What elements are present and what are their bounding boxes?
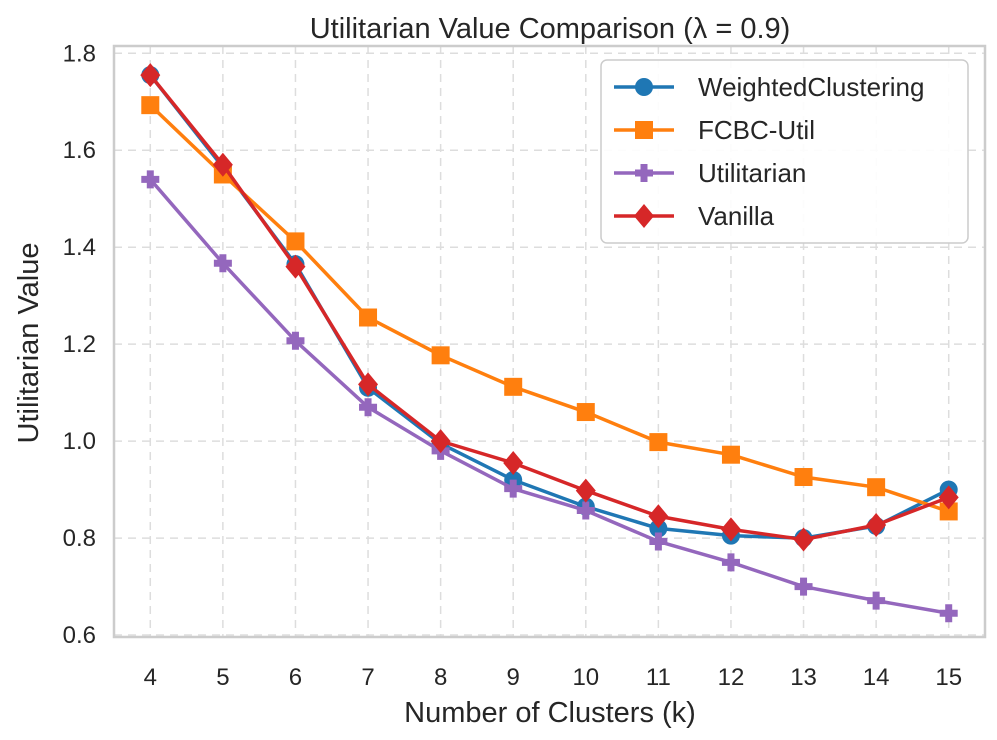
x-axis-title: Number of Clusters (k) xyxy=(404,697,696,729)
data-point-fcbc-util xyxy=(576,403,595,422)
legend: WeightedClustering FCBC-Util Utilitarian Va… xyxy=(600,59,969,244)
x-tick-label: 5 xyxy=(216,664,229,691)
legend-item-vanilla: Vanilla xyxy=(614,201,775,231)
series-line-utilitarian xyxy=(148,178,950,615)
data-point-vanilla xyxy=(430,429,451,454)
legend-marker-utilitarian xyxy=(635,164,653,182)
x-tick-label: 8 xyxy=(434,664,447,691)
data-point-fcbc-util xyxy=(431,346,450,365)
data-point-vanilla xyxy=(503,450,524,475)
x-tick-label: 14 xyxy=(863,664,890,691)
data-point-vanilla xyxy=(938,485,959,510)
data-point-vanilla xyxy=(285,254,306,279)
data-point-utilitarian xyxy=(576,501,595,520)
y-tick-label: 1.0 xyxy=(63,428,96,455)
series-vanilla xyxy=(140,63,959,552)
data-point-fcbc-util xyxy=(359,308,378,327)
data-point-utilitarian xyxy=(794,577,813,596)
legend-label-vanilla: Vanilla xyxy=(698,201,775,231)
series-line-vanilla xyxy=(148,73,950,542)
x-tick-label: 7 xyxy=(361,664,374,691)
x-tick-label: 13 xyxy=(790,664,817,691)
data-point-vanilla xyxy=(866,513,887,538)
data-point-utilitarian xyxy=(721,553,740,572)
data-point-fcbc-util xyxy=(286,232,305,251)
x-tick-label: 10 xyxy=(572,664,599,691)
data-point-vanilla xyxy=(793,527,814,552)
data-point-utilitarian xyxy=(359,398,378,417)
data-point-utilitarian xyxy=(939,604,958,623)
chart-title: Utilitarian Value Comparison (λ = 0.9) xyxy=(310,13,791,45)
data-point-utilitarian xyxy=(213,254,232,273)
data-point-vanilla xyxy=(358,372,379,397)
data-point-weightedclustering xyxy=(649,519,668,538)
plot-frame xyxy=(112,44,987,639)
data-point-utilitarian xyxy=(649,532,668,551)
x-tick-label: 12 xyxy=(718,664,745,691)
x-tick-label: 4 xyxy=(144,664,157,691)
axis-ticks: 4 5 6 7 8 9 10 11 12 13 14 15 0.6 0.8 1.0 1.2 1.4 1.6 1.8 xyxy=(63,40,962,691)
data-point-fcbc-util xyxy=(794,468,813,487)
legend-label-weightedclustering: WeightedClustering xyxy=(698,72,924,102)
y-axis-title: Utilitarian Value xyxy=(13,243,45,444)
legend-marker-fcbc-util xyxy=(635,121,653,139)
data-point-fcbc-util xyxy=(721,445,740,464)
legend-marker-weightedclustering xyxy=(635,78,653,96)
y-tick-label: 0.8 xyxy=(63,525,96,552)
y-tick-label: 1.6 xyxy=(63,137,96,164)
data-point-fcbc-util xyxy=(504,377,523,396)
data-point-vanilla xyxy=(140,63,161,88)
data-point-fcbc-util xyxy=(141,96,160,115)
x-tick-label: 9 xyxy=(507,664,520,691)
data-point-fcbc-util xyxy=(939,502,958,521)
data-point-vanilla xyxy=(720,517,741,542)
y-tick-label: 0.6 xyxy=(63,622,96,649)
series-fcbc-util xyxy=(141,96,958,521)
data-point-utilitarian xyxy=(141,170,160,189)
data-point-utilitarian xyxy=(504,479,523,498)
data-point-vanilla xyxy=(212,152,233,177)
x-tick-label: 6 xyxy=(289,664,302,691)
data-point-fcbc-util xyxy=(867,478,886,497)
legend-marker-vanilla xyxy=(634,204,654,228)
data-point-fcbc-util xyxy=(649,433,668,452)
data-point-vanilla xyxy=(575,478,596,503)
legend-label-fcbc-util: FCBC-Util xyxy=(698,115,815,145)
data-point-utilitarian xyxy=(867,591,886,610)
data-point-vanilla xyxy=(648,504,669,529)
series-layer xyxy=(140,63,959,623)
series-line-fcbc-util xyxy=(149,103,950,514)
legend-label-utilitarian: Utilitarian xyxy=(698,158,806,188)
x-tick-label: 15 xyxy=(935,664,962,691)
y-tick-label: 1.4 xyxy=(63,234,96,261)
legend-item-weightedclustering: WeightedClustering xyxy=(614,72,924,102)
x-tick-label: 11 xyxy=(646,664,671,691)
y-tick-label: 1.2 xyxy=(63,331,96,358)
y-tick-label: 1.8 xyxy=(63,40,96,67)
legend-item-utilitarian: Utilitarian xyxy=(614,158,806,188)
data-point-utilitarian xyxy=(286,331,305,350)
legend-box xyxy=(600,59,969,244)
legend-item-fcbc-util: FCBC-Util xyxy=(614,115,815,145)
